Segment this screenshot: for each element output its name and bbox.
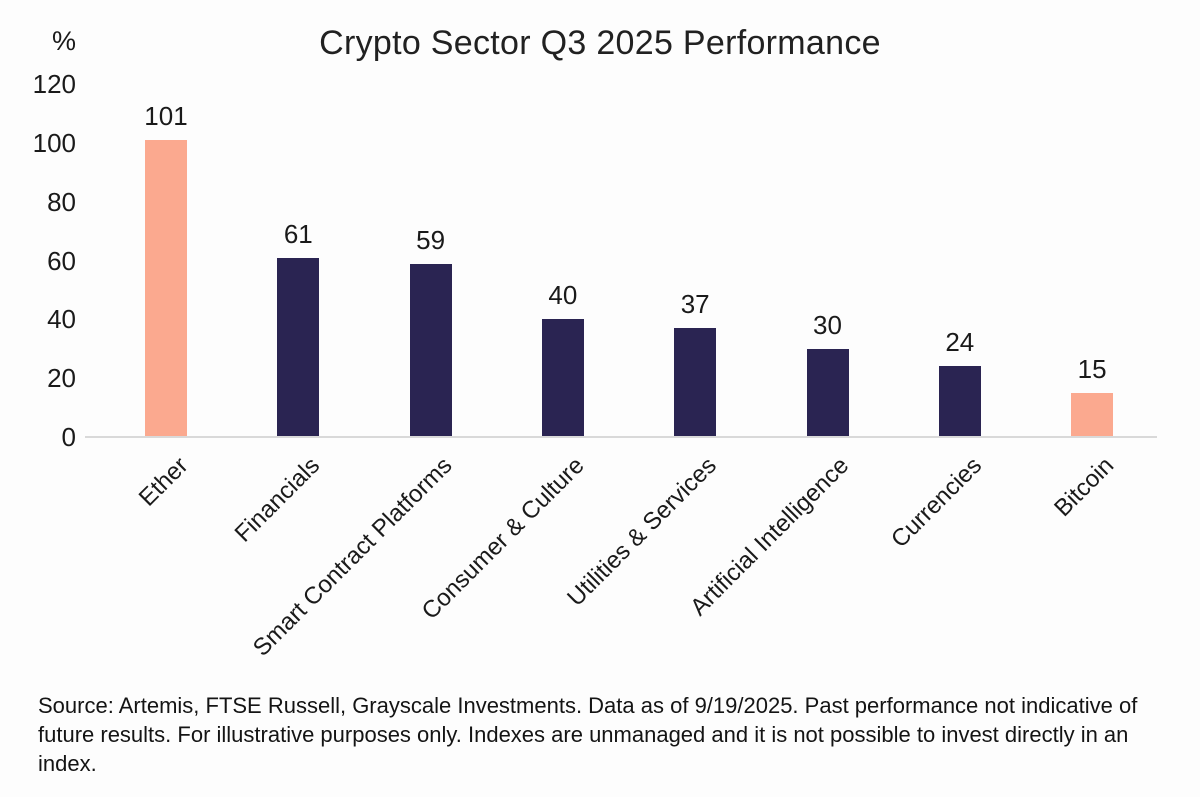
source-note-line: Source: Artemis, FTSE Russell, Grayscale… [38,693,1015,718]
source-note-line: to invest directly in an index. [38,722,1129,776]
bar-currencies [938,366,981,437]
bar-utilities-services [674,328,717,437]
y-tick-label-0: 0 [61,422,76,452]
y-tick-label-120: 120 [32,69,76,100]
bar-value-label-ether: 101 [144,101,188,132]
x-category-label-currencies: Currencies [885,452,987,554]
x-category-label-ether: Ether [133,452,194,512]
bar-value-label-bitcoin: 15 [1077,353,1107,384]
bar-value-label-smart-contract-platforms: 59 [416,224,446,255]
source-note: Source: Artemis, FTSE Russell, Grayscale… [38,691,1188,778]
chart-title: Crypto Sector Q3 2025 Performance [319,24,881,62]
bar-value-label-currencies: 24 [945,327,975,358]
x-axis-baseline [85,436,1157,438]
bar-consumer-culture [541,319,584,437]
bar-smart-contract-platforms [409,263,452,437]
bar-ether [145,140,187,437]
y-tick-label-100: 100 [32,128,76,158]
y-axis-unit-label: % [51,26,76,56]
bar-value-label-artificial-intelligence: 30 [813,309,842,340]
y-tick-label-20: 20 [47,363,76,394]
y-tick-label-60: 60 [47,245,76,276]
y-tick-label-80: 80 [47,186,76,217]
x-category-label-bitcoin: Bitcoin [1049,452,1120,523]
x-category-label-financials: Financials [229,452,326,548]
bar-value-label-financials: 61 [283,218,313,249]
bar-value-label-utilities-services: 37 [680,289,710,320]
y-tick-label-40: 40 [47,304,76,335]
bar-financials [277,257,320,437]
bar-value-label-consumer-culture: 40 [548,280,578,311]
source-note-line: indicative of future results. For illust… [38,693,1138,747]
bar-artificial-intelligence [806,348,849,437]
bar-bitcoin [1071,392,1114,437]
